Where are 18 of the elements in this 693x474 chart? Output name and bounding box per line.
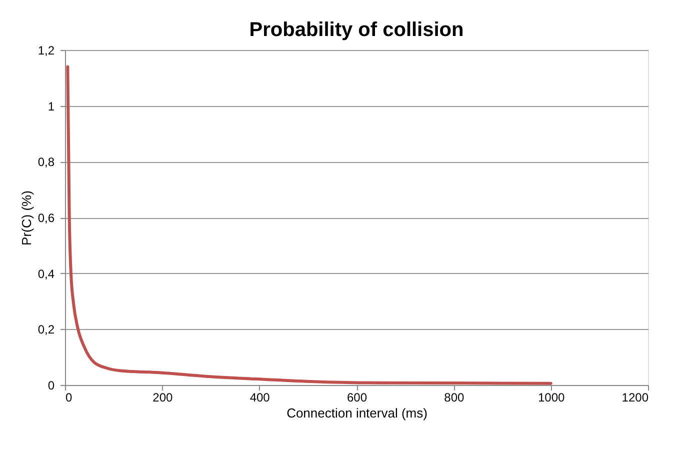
y-axis-title: Pr(C) (%) — [18, 190, 34, 246]
x-tick-label: 200 — [152, 390, 173, 404]
x-tick-label: 1000 — [538, 390, 566, 404]
x-tick-label: 0 — [66, 390, 72, 404]
line-series — [66, 65, 552, 385]
x-axis-title: Connection interval (ms) — [286, 406, 428, 420]
x-tick-label: 400 — [250, 390, 270, 404]
y-tick-label: 0,8 — [38, 155, 55, 170]
y-tick-label: 0,2 — [38, 322, 55, 337]
y-tick-label: 1 — [48, 99, 55, 114]
y-tick-label: 0 — [48, 378, 55, 392]
chart-title: Probability of collision — [249, 19, 464, 41]
x-tick-label: 1200 — [622, 390, 649, 404]
x-tick-label: 800 — [444, 390, 464, 404]
y-tick-label: 1,2 — [38, 44, 55, 58]
y-tick-label: 0,4 — [38, 266, 55, 281]
x-tick-label: 600 — [346, 390, 368, 404]
y-tick-label: 0,6 — [38, 211, 55, 225]
